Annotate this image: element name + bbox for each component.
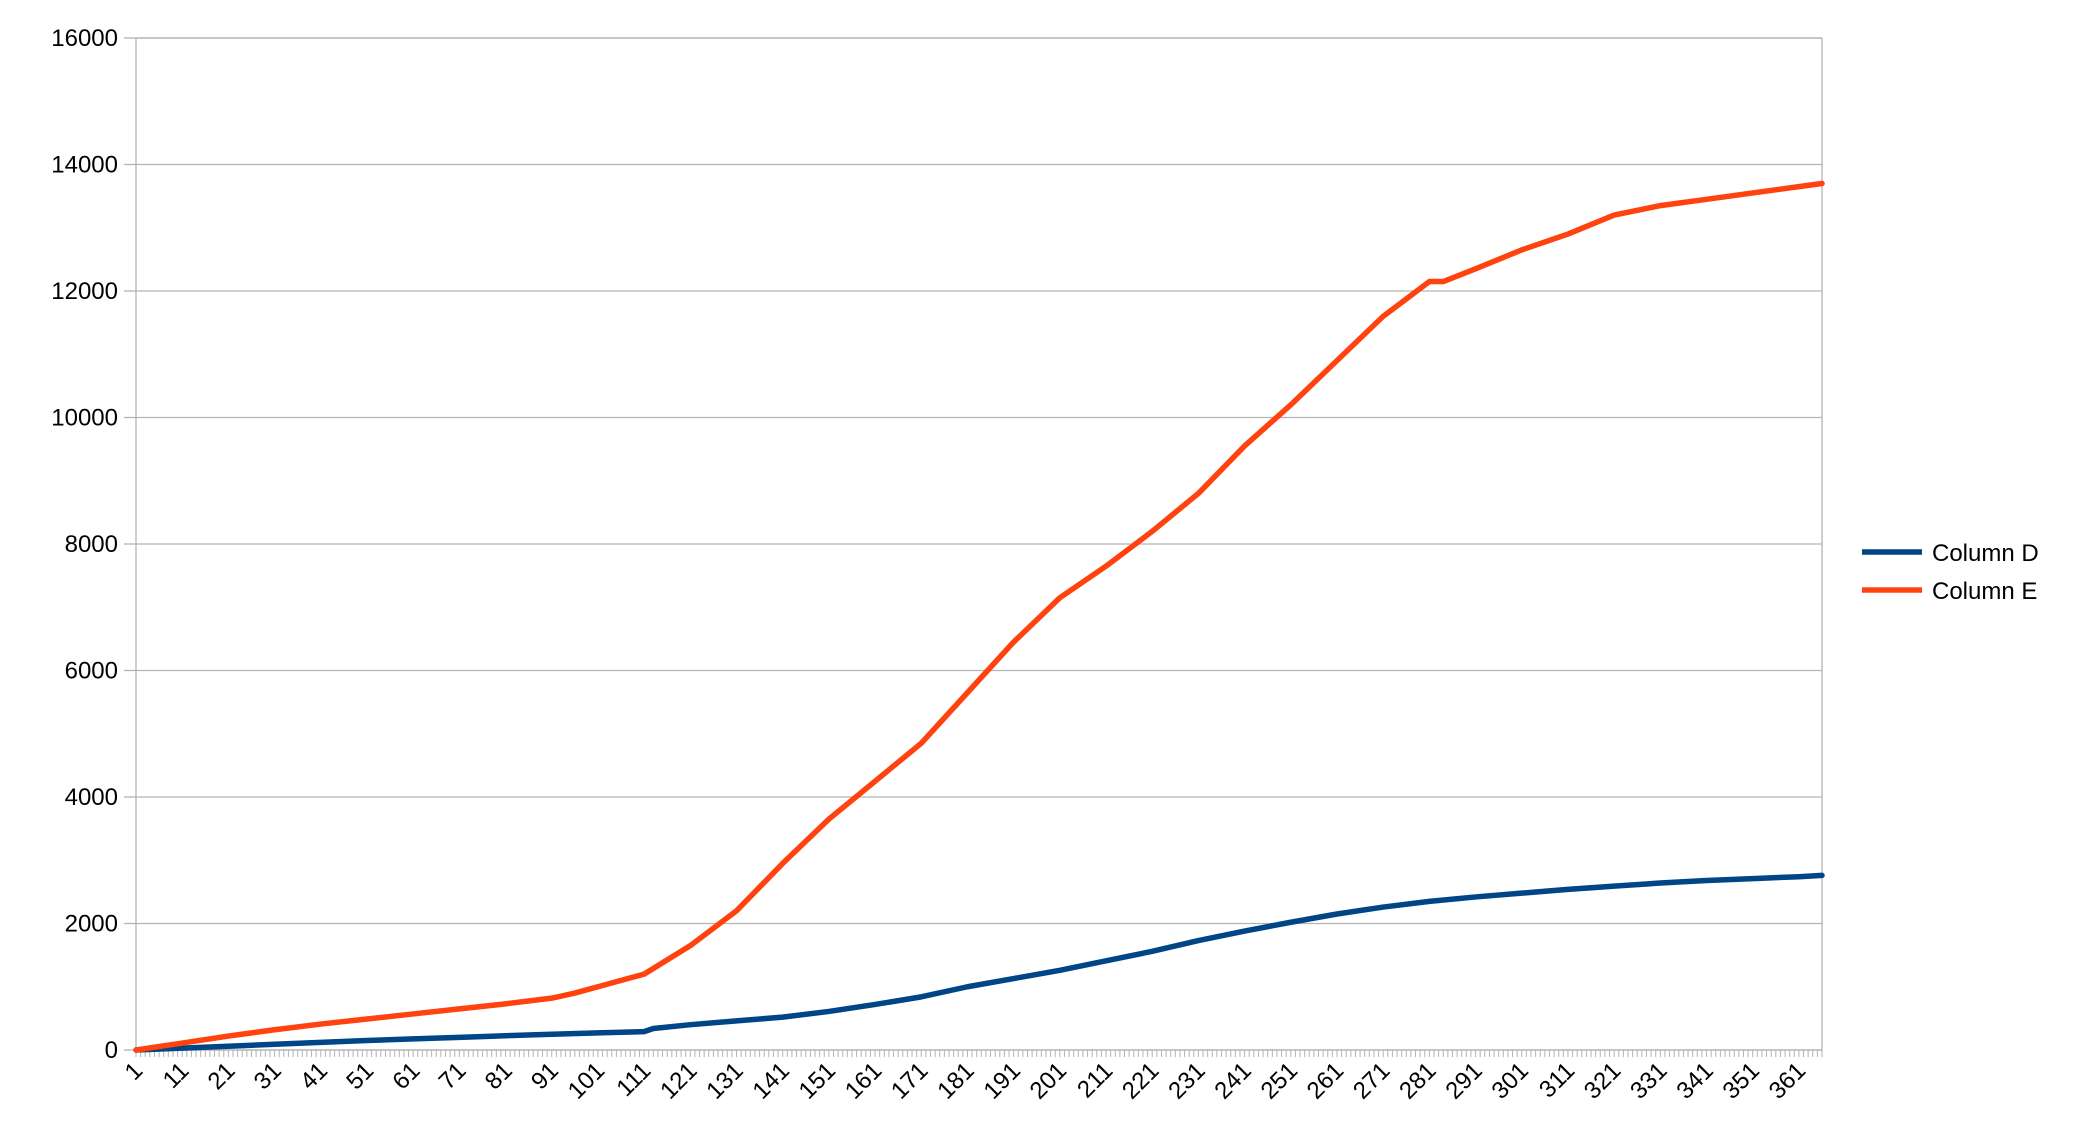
y-tick-label: 4000: [65, 784, 118, 811]
legend-label: Column E: [1932, 578, 2037, 605]
x-tick-label: 291: [1440, 1057, 1487, 1104]
y-tick-label: 2000: [65, 911, 118, 938]
x-tick-label: 61: [387, 1057, 425, 1095]
x-tick-label: 121: [655, 1057, 702, 1104]
x-tick-label: 341: [1671, 1057, 1718, 1104]
x-tick-label: 301: [1487, 1057, 1534, 1104]
x-tick-label: 331: [1625, 1057, 1672, 1104]
y-tick-label: 12000: [51, 278, 118, 305]
x-tick-label: 81: [480, 1057, 518, 1095]
x-tick-label: 141: [748, 1057, 795, 1104]
x-tick-label: 321: [1579, 1057, 1626, 1104]
y-axis: 0 2000 4000 6000 8000 10000 12000 14000 16000: [51, 25, 136, 1064]
x-tick-label: 51: [341, 1057, 379, 1095]
series-line-column-d: [133, 872, 1825, 1053]
x-tick-label: 271: [1348, 1057, 1395, 1104]
x-tick-label: 281: [1394, 1057, 1441, 1104]
x-tick-label: 361: [1764, 1057, 1811, 1104]
x-tick-label: 251: [1256, 1057, 1303, 1104]
x-tick-label: 11: [158, 1057, 195, 1094]
x-tick-label: 311: [1534, 1057, 1580, 1103]
x-tick-label: 261: [1302, 1057, 1349, 1104]
x-tick-label: 181: [932, 1057, 979, 1104]
legend: Column D Column E: [1862, 540, 2039, 605]
plot-area: [135, 37, 1823, 1051]
x-tick-label: 101: [563, 1057, 610, 1104]
x-tick-label: 351: [1718, 1057, 1765, 1104]
x-tick-label: 201: [1025, 1057, 1072, 1104]
legend-label: Column D: [1932, 540, 2039, 567]
y-tick-label: 16000: [51, 25, 118, 52]
y-tick-label: 6000: [65, 658, 118, 685]
x-tick-label: 171: [886, 1057, 933, 1104]
y-tick-label: 14000: [51, 152, 118, 179]
x-tick-label: 151: [794, 1057, 841, 1104]
x-tick-label: 131: [701, 1057, 748, 1104]
x-tick-label: 91: [526, 1057, 564, 1095]
x-tick-label: 191: [978, 1057, 1025, 1104]
series-line-column-e: [133, 180, 1825, 1053]
x-tick-label: 241: [1209, 1057, 1256, 1104]
x-tick-label: 41: [295, 1057, 333, 1095]
y-tick-label: 8000: [65, 531, 118, 558]
x-tick-label: 221: [1117, 1057, 1164, 1104]
x-tick-label: 211: [1072, 1057, 1118, 1103]
y-tick-label: 10000: [51, 405, 118, 432]
series-group: [133, 180, 1825, 1053]
x-tick-label: 161: [840, 1057, 887, 1104]
x-tick-label: 21: [203, 1057, 241, 1095]
x-tick-label: 231: [1163, 1057, 1210, 1104]
x-tick-label: 111: [611, 1057, 656, 1102]
x-tick-label: 31: [249, 1057, 287, 1095]
x-tick-label: 71: [434, 1057, 472, 1095]
y-tick-label: 0: [105, 1037, 118, 1064]
x-tick-label: 1: [120, 1057, 149, 1086]
